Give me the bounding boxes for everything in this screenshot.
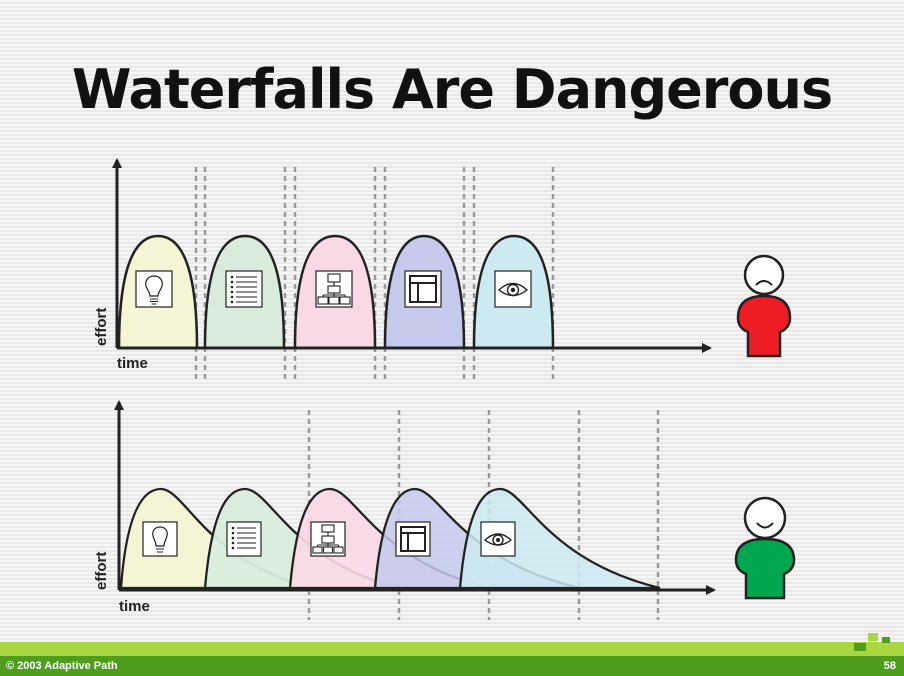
person-body [734, 537, 796, 600]
page-number: 58 [883, 660, 896, 672]
deco-square [854, 643, 866, 651]
person-head [743, 254, 785, 296]
sad-person [736, 254, 792, 358]
lightbulb-icon [142, 521, 178, 557]
waterfall-diagrams: effort time [93, 158, 796, 620]
eye-icon [480, 521, 516, 557]
deco-square [882, 637, 890, 643]
layout-icon [404, 270, 442, 308]
footer-copyright: © 2003 Adaptive Path [6, 660, 118, 672]
frown-icon [755, 280, 773, 286]
org-chart-icon [310, 521, 346, 557]
deco-square [868, 633, 878, 641]
list-icon [225, 270, 263, 308]
person-body [736, 294, 792, 358]
phase-curve-visual [458, 487, 661, 590]
x-axis-label: time [117, 355, 148, 372]
overlapping-diagram: effort time [93, 400, 796, 620]
y-axis-label: effort [93, 552, 110, 590]
eye-icon [494, 270, 532, 308]
waterfall-diagram: effort time [93, 158, 792, 380]
y-axis-label: effort [93, 308, 110, 346]
person-head [743, 496, 787, 540]
list-icon [226, 521, 262, 557]
slide-title: Waterfalls Are Dangerous [71, 58, 833, 121]
x-axis-label: time [119, 598, 150, 615]
lightbulb-icon [135, 270, 173, 308]
org-chart-icon [315, 270, 353, 308]
smile-icon [756, 522, 774, 529]
layout-icon [395, 521, 431, 557]
happy-person [734, 496, 796, 600]
footer-accent [0, 642, 904, 656]
